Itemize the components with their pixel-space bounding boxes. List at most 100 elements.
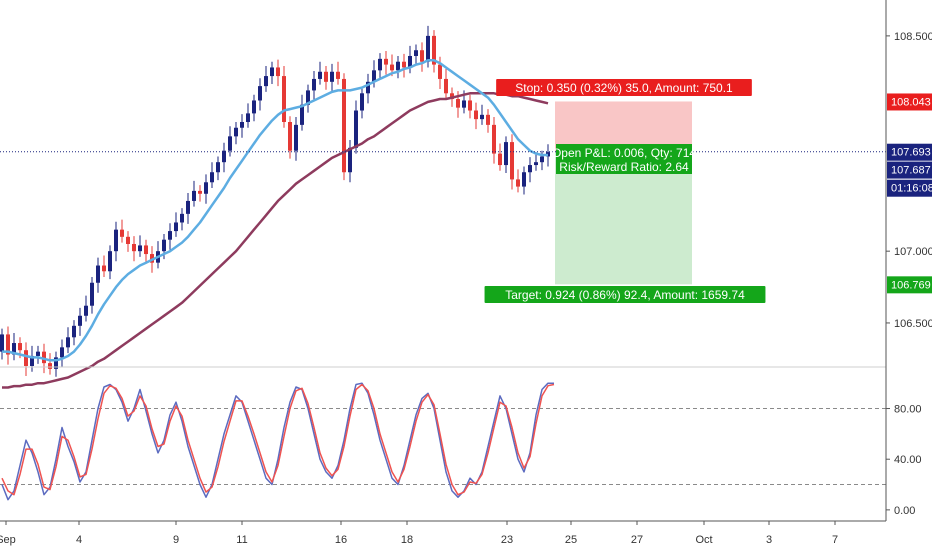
candle-up[interactable] <box>480 114 484 120</box>
candle-up[interactable] <box>306 90 310 105</box>
candle-down[interactable] <box>150 254 154 263</box>
price-tag-2: 107.687 <box>891 165 931 177</box>
candle-down[interactable] <box>126 236 130 244</box>
candle-up[interactable] <box>66 337 70 348</box>
candle-down[interactable] <box>6 334 10 355</box>
candle-down[interactable] <box>102 265 106 272</box>
candle-up[interactable] <box>522 172 526 187</box>
price-tag-box <box>887 161 932 179</box>
candle-down[interactable] <box>282 76 286 122</box>
candle-up[interactable] <box>348 147 352 173</box>
candle-up[interactable] <box>174 222 178 232</box>
candle-down[interactable] <box>420 50 424 62</box>
candle-down[interactable] <box>198 190 202 194</box>
candle-up[interactable] <box>252 100 256 114</box>
candle-up[interactable] <box>354 110 358 148</box>
candle-down[interactable] <box>336 71 340 79</box>
candle-down[interactable] <box>432 35 436 65</box>
candle-up[interactable] <box>192 190 196 201</box>
candle-up[interactable] <box>528 165 532 173</box>
candle-up[interactable] <box>228 136 232 151</box>
candle-down[interactable] <box>276 67 280 77</box>
candle-down[interactable] <box>342 78 346 173</box>
candle-up[interactable] <box>270 67 274 77</box>
candle-down[interactable] <box>444 78 448 94</box>
price-tag-box <box>887 93 932 111</box>
candle-down[interactable] <box>492 124 496 154</box>
candle-down[interactable] <box>384 58 388 65</box>
candle-up[interactable] <box>426 35 430 62</box>
target-label: Target: 0.924 (0.86%) 92.4, Amount: 1659… <box>505 288 745 302</box>
candle-up[interactable] <box>372 70 376 82</box>
candle-down[interactable] <box>390 64 394 71</box>
candle-down[interactable] <box>468 100 472 111</box>
candle-up[interactable] <box>246 113 250 122</box>
candle-up[interactable] <box>54 357 58 369</box>
candle-up[interactable] <box>258 86 262 101</box>
candle-down[interactable] <box>516 179 520 187</box>
candle-up[interactable] <box>300 104 304 125</box>
candle-up[interactable] <box>210 172 214 183</box>
candle-up[interactable] <box>180 213 184 223</box>
candle-up[interactable] <box>12 343 16 355</box>
candle-up[interactable] <box>414 50 418 56</box>
candle-down[interactable] <box>144 245 148 255</box>
candle-up[interactable] <box>162 239 166 252</box>
candle-up[interactable] <box>312 78 316 91</box>
time-tick-label: 23 <box>501 534 513 546</box>
time-tick-label: 18 <box>401 534 413 546</box>
candle-down[interactable] <box>438 64 442 79</box>
candle-up[interactable] <box>108 251 112 272</box>
candle-up[interactable] <box>72 325 76 338</box>
candle-down[interactable] <box>24 350 28 366</box>
candle-up[interactable] <box>216 162 220 173</box>
candle-up[interactable] <box>186 200 190 214</box>
candle-down[interactable] <box>450 93 454 100</box>
candle-up[interactable] <box>168 231 172 240</box>
candle-down[interactable] <box>402 61 406 68</box>
candle-down[interactable] <box>324 71 328 82</box>
candle-up[interactable] <box>318 71 322 79</box>
candle-up[interactable] <box>138 245 142 252</box>
candle-up[interactable] <box>30 355 34 366</box>
candle-up[interactable] <box>462 100 466 108</box>
candle-up[interactable] <box>534 162 538 166</box>
candle-up[interactable] <box>204 182 208 194</box>
candle-up[interactable] <box>264 76 268 87</box>
candle-up[interactable] <box>36 351 40 356</box>
candle-up[interactable] <box>540 156 544 163</box>
candle-up[interactable] <box>378 58 382 71</box>
candle-up[interactable] <box>0 334 4 352</box>
candle-up[interactable] <box>222 150 226 163</box>
candle-up[interactable] <box>84 305 88 316</box>
rr-label: Risk/Reward Ratio: 2.64 <box>559 160 689 174</box>
candle-up[interactable] <box>78 315 82 326</box>
candle-up[interactable] <box>240 122 244 128</box>
candle-up[interactable] <box>330 71 334 82</box>
candle-down[interactable] <box>474 110 478 120</box>
candle-up[interactable] <box>396 61 400 71</box>
candle-down[interactable] <box>120 229 124 237</box>
candle-up[interactable] <box>90 282 94 306</box>
candle-down[interactable] <box>510 142 514 180</box>
candle-down[interactable] <box>132 244 136 252</box>
candle-down[interactable] <box>456 99 460 108</box>
candle-down[interactable] <box>498 153 502 166</box>
stop-zone <box>555 101 692 152</box>
candle-up[interactable] <box>60 347 64 358</box>
candle-down[interactable] <box>48 363 52 369</box>
candle-up[interactable] <box>114 229 118 252</box>
candle-down[interactable] <box>486 114 490 125</box>
price-tag-box <box>887 143 932 161</box>
candle-up[interactable] <box>294 124 298 151</box>
candle-down[interactable] <box>42 351 46 364</box>
candle-up[interactable] <box>234 127 238 137</box>
candle-down[interactable] <box>18 343 22 351</box>
candle-down[interactable] <box>288 122 292 151</box>
candle-up[interactable] <box>504 142 508 166</box>
candle-up[interactable] <box>408 55 412 68</box>
candle-up[interactable] <box>366 81 370 94</box>
candle-up[interactable] <box>360 93 364 111</box>
candle-up[interactable] <box>96 265 100 283</box>
